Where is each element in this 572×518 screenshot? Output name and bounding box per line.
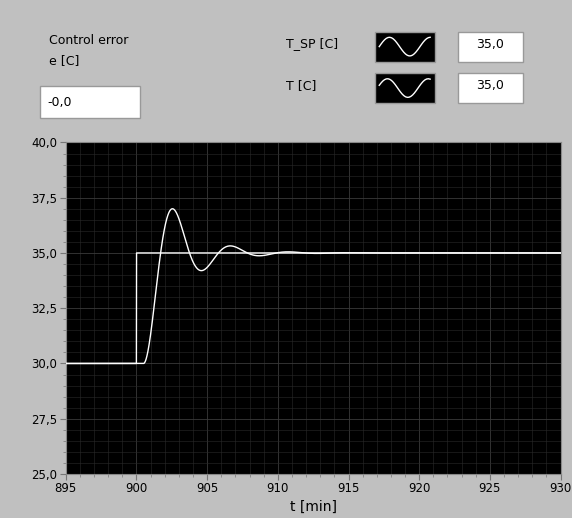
Text: 35,0: 35,0 — [476, 79, 505, 92]
Text: Control error: Control error — [49, 34, 128, 47]
Text: -0,0: -0,0 — [47, 95, 72, 109]
Text: T [C]: T [C] — [286, 79, 316, 92]
Text: 35,0: 35,0 — [476, 37, 505, 51]
X-axis label: t [min]: t [min] — [289, 499, 337, 513]
Text: e [C]: e [C] — [49, 54, 79, 67]
Text: T_SP [C]: T_SP [C] — [286, 37, 338, 51]
